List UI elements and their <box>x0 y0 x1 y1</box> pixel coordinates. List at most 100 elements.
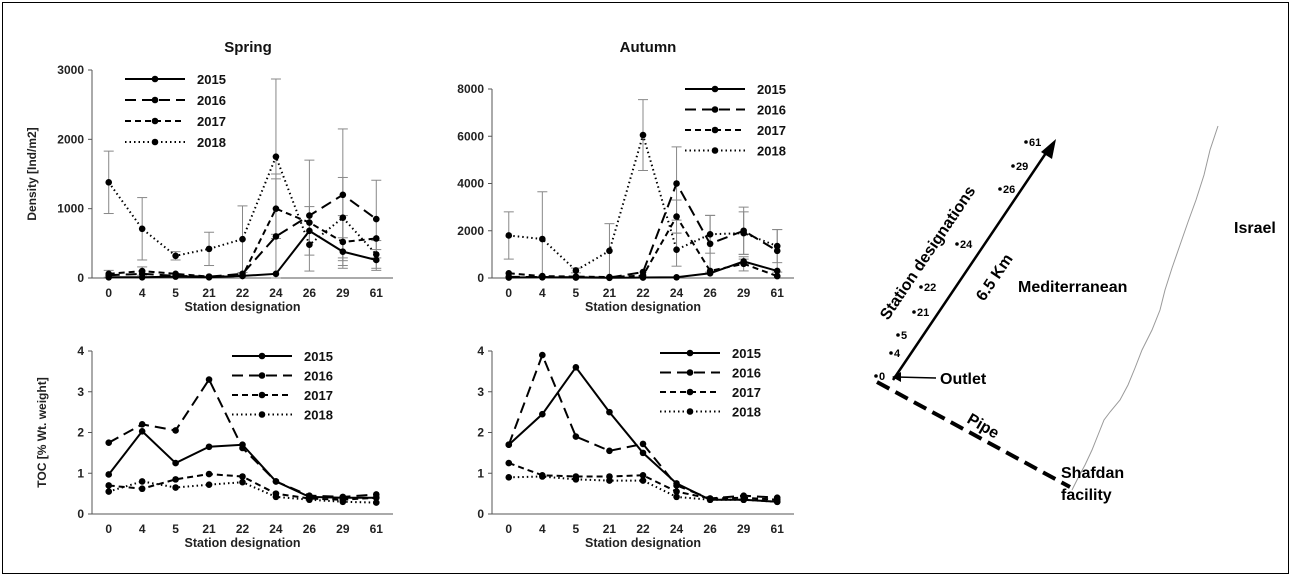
data-point <box>306 496 313 504</box>
data-point <box>272 233 280 240</box>
station-label: 26 <box>1003 184 1015 196</box>
data-point <box>172 476 179 483</box>
x-tick-label: 5 <box>172 286 179 300</box>
x-tick-label: 24 <box>670 522 684 536</box>
data-point <box>172 270 179 278</box>
legend-label: 2017 <box>304 388 333 403</box>
y-tick-label: 4 <box>477 344 484 358</box>
data-point <box>105 179 113 186</box>
data-point <box>606 408 613 416</box>
data-point <box>706 496 714 504</box>
data-point <box>239 272 246 280</box>
x-tick-label: 4 <box>539 286 546 300</box>
x-tick-label: 4 <box>139 522 146 536</box>
station-label: 4 <box>894 348 901 360</box>
legend-marker <box>711 126 719 134</box>
data-point <box>105 471 113 478</box>
y-tick-label: 1000 <box>57 202 84 216</box>
y-tick-label: 1 <box>77 466 84 480</box>
data-point <box>572 273 580 280</box>
data-point <box>105 270 113 278</box>
chart-spring-toc: 0 1 2 3 4 0 4 5 21 22 24 26 29 61 Station designation T… <box>35 344 393 550</box>
x-tick-label: 26 <box>703 522 717 536</box>
data-point <box>773 247 781 255</box>
y-tick-label: 3000 <box>57 63 84 77</box>
data-point <box>706 240 714 248</box>
data-point <box>205 245 213 253</box>
x-tick-label: 5 <box>172 522 179 536</box>
data-point <box>239 444 246 452</box>
legend-marker <box>151 117 159 125</box>
y-axis-label: Density [Ind/m2] <box>25 127 39 220</box>
data-point <box>606 247 613 255</box>
station-dot <box>1024 140 1028 144</box>
legend-marker <box>151 138 159 146</box>
station-label: 0 <box>879 371 885 383</box>
arrow-head <box>1041 139 1056 159</box>
x-tick-label: 26 <box>303 286 317 300</box>
data-point <box>272 153 280 160</box>
legend-marker <box>711 106 719 113</box>
x-tick-label: 4 <box>139 286 146 300</box>
data-point <box>505 474 513 481</box>
series-line-2017 <box>508 462 778 501</box>
legend-marker <box>258 372 266 379</box>
sea-label: Mediterranean <box>1018 279 1127 296</box>
data-point <box>138 421 146 428</box>
data-point <box>272 478 280 485</box>
x-tick-label: 61 <box>771 522 785 536</box>
data-point <box>505 269 513 277</box>
x-tick-label: 24 <box>269 286 283 300</box>
data-point <box>572 364 580 371</box>
y-tick-label: 3 <box>77 385 84 399</box>
station-axis-arrow <box>891 149 1050 381</box>
y-tick-label: 2 <box>477 426 484 440</box>
y-axis-label: TOC [% Wt. weight] <box>35 377 49 487</box>
x-tick-label: 0 <box>505 286 512 300</box>
station-label: 21 <box>917 307 929 319</box>
x-tick-label: 0 <box>105 286 112 300</box>
data-point <box>639 272 647 279</box>
data-point <box>773 242 781 250</box>
data-point <box>306 241 313 249</box>
x-tick-label: 22 <box>636 286 650 300</box>
data-point <box>639 449 647 457</box>
x-tick-label: 61 <box>370 522 384 536</box>
data-point <box>205 481 213 488</box>
data-point <box>138 427 146 435</box>
legend-marker <box>151 96 159 104</box>
chart-title: Autumn <box>620 39 677 56</box>
y-tick-label: 2 <box>77 426 84 440</box>
x-tick-label: 22 <box>636 522 650 536</box>
pipe-line <box>876 380 1071 489</box>
legend-label: 2016 <box>732 366 761 381</box>
data-point <box>505 459 513 467</box>
legend-label: 2015 <box>757 82 786 97</box>
y-tick-label: 2000 <box>457 224 484 238</box>
x-tick-label: 0 <box>105 522 112 536</box>
data-point <box>572 476 580 483</box>
x-tick-label: 29 <box>737 522 751 536</box>
legend-label: 2018 <box>197 135 226 150</box>
legend-label: 2017 <box>732 385 761 400</box>
x-tick-label: 5 <box>573 522 580 536</box>
x-axis-label: Station designation <box>185 536 301 550</box>
data-point <box>205 376 213 383</box>
data-point <box>205 273 213 280</box>
data-point <box>740 260 747 268</box>
data-point <box>172 427 179 434</box>
data-point <box>138 478 146 485</box>
outlet-pointer-head <box>892 372 901 382</box>
legend-label: 2017 <box>757 123 786 138</box>
y-tick-label: 0 <box>477 271 484 285</box>
data-point <box>105 439 113 446</box>
legend-marker <box>686 408 694 415</box>
data-point <box>606 477 613 484</box>
data-point <box>673 488 680 495</box>
x-tick-label: 29 <box>336 286 350 300</box>
data-point <box>639 477 647 484</box>
chart-autumn-density: 0 2000 4000 6000 8000 0 4 5 21 22 24 26 29 61 Station … <box>457 39 794 314</box>
data-point <box>639 131 647 139</box>
data-point <box>572 433 580 440</box>
data-point <box>138 485 146 493</box>
